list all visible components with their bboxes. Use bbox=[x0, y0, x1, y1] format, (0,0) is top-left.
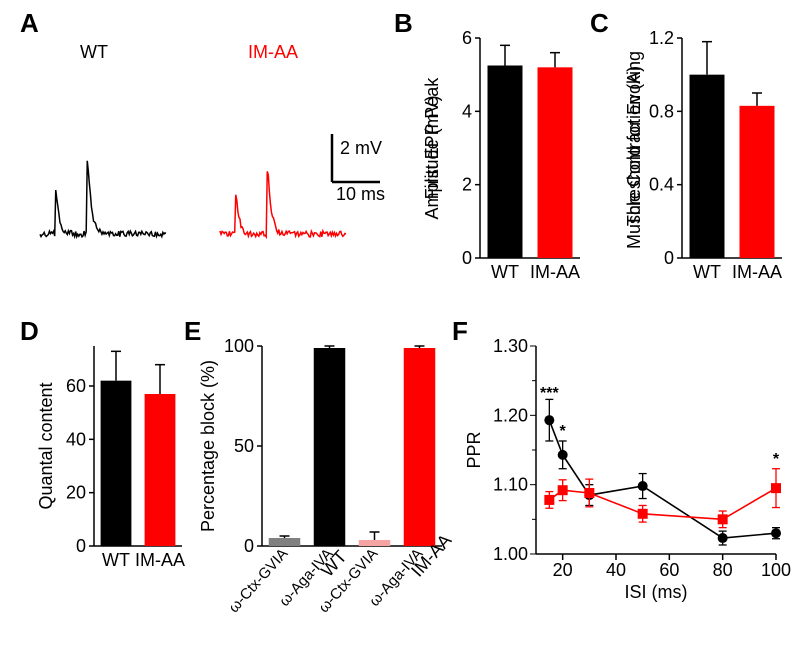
svg-text:2: 2 bbox=[462, 175, 472, 195]
svg-text:0: 0 bbox=[462, 248, 472, 268]
svg-text:*: * bbox=[560, 423, 567, 440]
svg-text:6: 6 bbox=[462, 28, 472, 48]
svg-text:4: 4 bbox=[462, 101, 472, 121]
svg-text:50: 50 bbox=[234, 436, 254, 456]
svg-text:40: 40 bbox=[606, 560, 626, 580]
svg-text:60: 60 bbox=[66, 376, 86, 396]
svg-text:PPR: PPR bbox=[464, 431, 484, 468]
panel-b-chart: 0246First EPP PeakAmplitude (mV)WTIM-AA bbox=[400, 18, 590, 308]
svg-text:1.00: 1.00 bbox=[493, 544, 528, 564]
svg-text:1.10: 1.10 bbox=[493, 475, 528, 495]
svg-text:***: *** bbox=[540, 385, 559, 402]
svg-text:IM-AA: IM-AA bbox=[732, 262, 782, 282]
svg-text:100: 100 bbox=[761, 560, 791, 580]
panel-d-chart: 0 20 40 60 Quantal content WTIM-AA bbox=[26, 326, 186, 626]
panel-a-traces: WT IM-AA 2 mV 10 ms bbox=[30, 34, 390, 294]
figure-root: A B C D E F WTIM-AA2 mV10 ms 0246First E… bbox=[0, 0, 805, 660]
svg-text:2 mV: 2 mV bbox=[340, 138, 382, 158]
svg-text:ω-Ctx-GVIA: ω-Ctx-GVIA bbox=[225, 545, 291, 616]
svg-text:0.8: 0.8 bbox=[649, 101, 674, 121]
svg-text:*: * bbox=[773, 451, 780, 468]
svg-text:IM-AA: IM-AA bbox=[135, 550, 185, 570]
svg-text:WT: WT bbox=[693, 262, 721, 282]
svg-text:1.20: 1.20 bbox=[493, 405, 528, 425]
svg-text:60: 60 bbox=[659, 560, 679, 580]
svg-text:0: 0 bbox=[76, 536, 86, 556]
svg-text:0.4: 0.4 bbox=[649, 175, 674, 195]
svg-text:WT: WT bbox=[102, 550, 130, 570]
svg-text:1.30: 1.30 bbox=[493, 336, 528, 356]
panel-e-chart: 050100Percentage block (%)ω-Ctx-GVIAω-Ag… bbox=[190, 326, 452, 656]
svg-text:WT: WT bbox=[80, 42, 108, 62]
svg-text:Muscle Contraction (A): Muscle Contraction (A) bbox=[624, 66, 644, 249]
svg-text:0: 0 bbox=[244, 536, 254, 556]
panel-c-chart: 00.40.81.2Threshold for EvokingMuscle Co… bbox=[596, 18, 796, 308]
svg-text:20: 20 bbox=[66, 483, 86, 503]
svg-text:0: 0 bbox=[664, 248, 674, 268]
svg-text:Percentage block (%): Percentage block (%) bbox=[198, 360, 218, 532]
svg-text:1.2: 1.2 bbox=[649, 28, 674, 48]
svg-text:WT: WT bbox=[491, 262, 519, 282]
svg-text:Quantal content: Quantal content bbox=[36, 382, 56, 509]
svg-text:20: 20 bbox=[553, 560, 573, 580]
svg-text:ISI (ms): ISI (ms) bbox=[625, 582, 688, 602]
svg-text:IM-AA: IM-AA bbox=[248, 42, 298, 62]
svg-text:80: 80 bbox=[713, 560, 733, 580]
svg-text:100: 100 bbox=[224, 336, 254, 356]
panel-f-chart: 1.001.101.201.3020406080100PPRISI (ms)**… bbox=[456, 326, 796, 636]
svg-text:10 ms: 10 ms bbox=[336, 184, 385, 204]
svg-text:Amplitude (mV): Amplitude (mV) bbox=[422, 95, 442, 219]
svg-text:40: 40 bbox=[66, 429, 86, 449]
svg-text:IM-AA: IM-AA bbox=[530, 262, 580, 282]
